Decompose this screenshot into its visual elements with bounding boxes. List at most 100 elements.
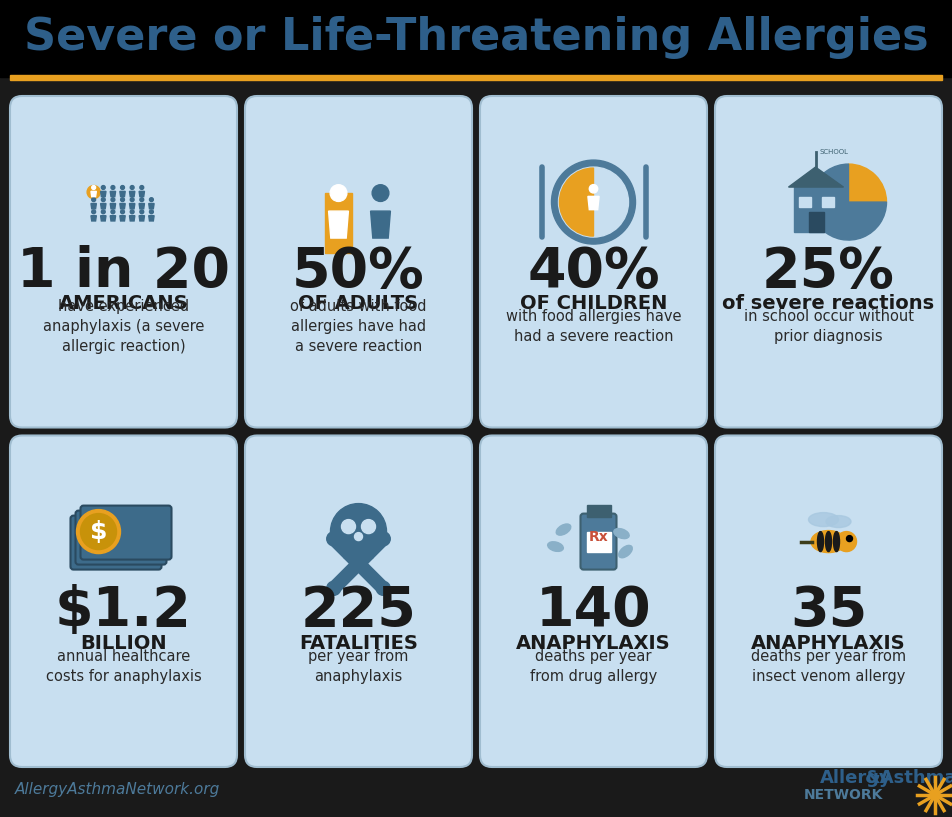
Circle shape xyxy=(354,533,363,541)
FancyBboxPatch shape xyxy=(70,516,162,569)
Polygon shape xyxy=(91,203,96,209)
Circle shape xyxy=(101,198,106,202)
Text: NETWORK: NETWORK xyxy=(803,788,883,802)
Text: SCHOOL: SCHOOL xyxy=(820,149,848,155)
Ellipse shape xyxy=(614,529,629,538)
Circle shape xyxy=(101,185,106,190)
Text: with food allergies have
had a severe reaction: with food allergies have had a severe re… xyxy=(506,310,682,344)
FancyBboxPatch shape xyxy=(81,506,171,560)
Polygon shape xyxy=(129,203,135,209)
Text: $1.2: $1.2 xyxy=(55,584,192,638)
Polygon shape xyxy=(129,216,135,221)
Ellipse shape xyxy=(556,524,571,535)
Text: OF ADULTS: OF ADULTS xyxy=(298,294,419,313)
Circle shape xyxy=(327,582,341,596)
Circle shape xyxy=(140,210,144,214)
Circle shape xyxy=(101,210,106,214)
FancyBboxPatch shape xyxy=(245,435,472,767)
Circle shape xyxy=(88,185,100,199)
Text: ANAPHYLAXIS: ANAPHYLAXIS xyxy=(516,634,671,653)
Text: $: $ xyxy=(89,520,108,543)
Circle shape xyxy=(837,532,857,551)
Ellipse shape xyxy=(818,532,823,551)
Text: in school occur without
prior diagnosis: in school occur without prior diagnosis xyxy=(744,310,914,344)
FancyBboxPatch shape xyxy=(581,514,617,569)
Ellipse shape xyxy=(834,532,840,551)
Ellipse shape xyxy=(808,512,839,527)
Circle shape xyxy=(376,532,390,546)
Circle shape xyxy=(130,185,134,190)
Circle shape xyxy=(91,210,95,214)
Circle shape xyxy=(91,185,95,190)
Text: 40%: 40% xyxy=(527,245,660,299)
Circle shape xyxy=(327,532,341,546)
Bar xyxy=(326,193,351,253)
Polygon shape xyxy=(139,203,145,209)
Wedge shape xyxy=(810,164,886,240)
Polygon shape xyxy=(139,191,145,197)
FancyBboxPatch shape xyxy=(245,96,472,427)
Text: OF CHILDREN: OF CHILDREN xyxy=(520,294,667,313)
Text: 50%: 50% xyxy=(292,245,425,299)
Text: AllergyAsthmaNetwork.org: AllergyAsthmaNetwork.org xyxy=(15,782,220,797)
Circle shape xyxy=(111,198,115,202)
Text: 25%: 25% xyxy=(762,245,895,299)
Circle shape xyxy=(589,185,598,193)
Polygon shape xyxy=(120,203,126,209)
Ellipse shape xyxy=(825,532,831,551)
Text: annual healthcare
costs for anaphylaxis: annual healthcare costs for anaphylaxis xyxy=(46,649,202,684)
Text: have experienced
anaphylaxis (a severe
allergic reaction): have experienced anaphylaxis (a severe a… xyxy=(43,299,204,354)
Text: 225: 225 xyxy=(301,584,416,638)
Polygon shape xyxy=(120,216,126,221)
Circle shape xyxy=(149,198,153,202)
Polygon shape xyxy=(110,216,115,221)
Circle shape xyxy=(81,514,116,550)
FancyBboxPatch shape xyxy=(480,435,707,767)
Polygon shape xyxy=(370,211,390,238)
Ellipse shape xyxy=(811,530,846,552)
Circle shape xyxy=(846,536,852,542)
Text: deaths per year
from drug allergy: deaths per year from drug allergy xyxy=(530,649,657,684)
Circle shape xyxy=(376,582,390,596)
Circle shape xyxy=(372,185,388,202)
Bar xyxy=(10,75,942,80)
Circle shape xyxy=(362,520,375,534)
Circle shape xyxy=(130,210,134,214)
Text: Allergy: Allergy xyxy=(820,769,892,787)
Ellipse shape xyxy=(619,546,632,558)
Polygon shape xyxy=(91,216,96,221)
Polygon shape xyxy=(588,196,599,210)
Circle shape xyxy=(140,198,144,202)
Wedge shape xyxy=(560,168,593,236)
FancyBboxPatch shape xyxy=(10,435,237,767)
Circle shape xyxy=(121,185,125,190)
Bar xyxy=(808,212,823,232)
Polygon shape xyxy=(788,167,843,187)
Ellipse shape xyxy=(547,542,564,551)
Text: of adults with food
allergies have had
a severe reaction: of adults with food allergies have had a… xyxy=(290,299,426,354)
Text: &Asthma: &Asthma xyxy=(865,769,952,787)
Text: of severe reactions: of severe reactions xyxy=(723,294,935,313)
Text: deaths per year from
insect venom allergy: deaths per year from insect venom allerg… xyxy=(751,649,906,684)
Circle shape xyxy=(130,198,134,202)
Polygon shape xyxy=(101,203,106,209)
Text: 140: 140 xyxy=(536,584,651,638)
Polygon shape xyxy=(149,203,154,209)
Text: FATALITIES: FATALITIES xyxy=(299,634,418,653)
Circle shape xyxy=(330,185,347,202)
Bar xyxy=(0,0,952,77)
Text: Rx: Rx xyxy=(588,529,608,543)
Bar xyxy=(586,532,610,551)
Circle shape xyxy=(342,520,355,534)
FancyBboxPatch shape xyxy=(715,435,942,767)
Circle shape xyxy=(149,210,153,214)
FancyBboxPatch shape xyxy=(10,96,237,427)
FancyBboxPatch shape xyxy=(480,96,707,427)
Bar xyxy=(822,197,834,207)
Circle shape xyxy=(559,167,628,237)
Polygon shape xyxy=(91,191,96,197)
Text: AMERICANS: AMERICANS xyxy=(59,294,188,313)
Text: BILLION: BILLION xyxy=(80,634,167,653)
Circle shape xyxy=(121,198,125,202)
Text: 1 in 20: 1 in 20 xyxy=(17,245,230,299)
